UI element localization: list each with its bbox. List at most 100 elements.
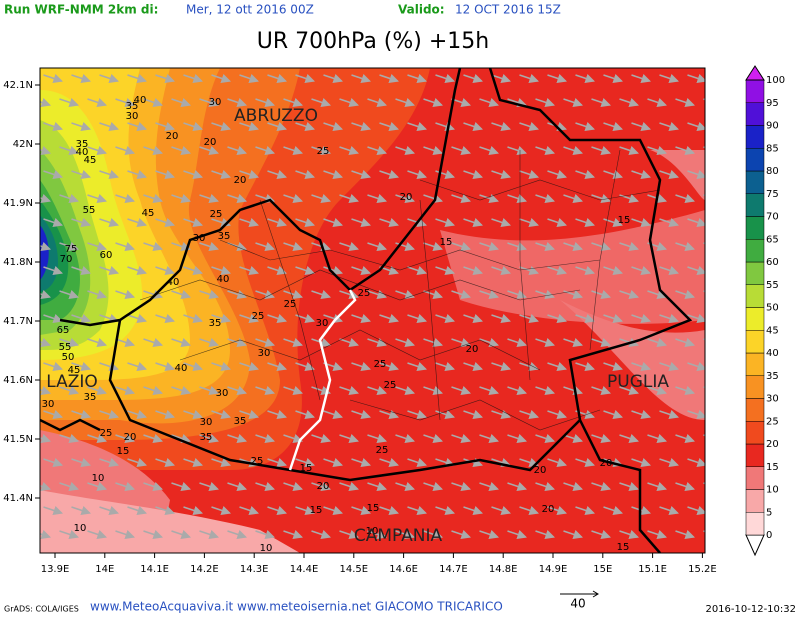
wind-arrow <box>227 337 248 348</box>
wind-arrow <box>43 313 64 324</box>
wind-arrow <box>716 459 734 465</box>
wind-arrow <box>519 409 540 420</box>
wind-arrow <box>99 217 120 228</box>
contour-label: 40 <box>167 277 180 288</box>
y-tick-label: 41.7N <box>3 316 33 327</box>
wind-arrow <box>687 409 705 420</box>
contour-label: 35 <box>209 318 222 329</box>
wind-arrow <box>451 337 472 348</box>
colorbar-label: 100 <box>766 75 785 86</box>
wind-arrow <box>379 121 400 132</box>
wind-arrow <box>339 481 360 492</box>
contour-label: 40 <box>175 363 188 374</box>
wind-arrow <box>59 481 80 492</box>
wind-arrow <box>687 169 705 180</box>
wind-arrow <box>675 337 696 348</box>
wind-arrow <box>507 481 528 492</box>
wind-arrow <box>351 313 372 324</box>
wind-arrow <box>603 73 624 84</box>
wind-arrow <box>703 386 705 389</box>
wind-arrow <box>575 505 596 516</box>
wind-arrow <box>351 73 372 84</box>
wind-arrow <box>507 241 528 252</box>
wind-arrow <box>311 241 332 252</box>
wind-arrow <box>491 505 512 516</box>
wind-arrow <box>659 409 680 420</box>
wind-arrow <box>479 289 500 300</box>
wind-arrow <box>71 265 92 276</box>
wind-arrow <box>395 145 416 156</box>
wind-arrow <box>255 529 276 540</box>
wind-arrow <box>632 555 650 561</box>
wind-arrow <box>183 217 204 228</box>
wind-arrow <box>507 337 528 348</box>
wind-arrow <box>519 73 540 84</box>
wind-arrow <box>155 361 176 372</box>
wind-arrow <box>619 529 640 540</box>
wind-arrow <box>563 529 584 540</box>
wind-arrow <box>631 217 652 228</box>
field-band <box>40 225 49 280</box>
colorbar-cell <box>745 261 765 285</box>
contour-label: 20 <box>124 432 137 443</box>
wind-arrow <box>575 217 596 228</box>
wind-arrow <box>379 361 400 372</box>
wind-arrow <box>603 217 624 228</box>
wind-arrow <box>199 289 220 300</box>
contour-label: 15 <box>300 463 313 474</box>
wind-arrow <box>143 241 164 252</box>
wind-arrow <box>675 289 696 300</box>
contour-label: 15 <box>367 503 380 514</box>
wind-arrow <box>323 265 344 276</box>
wind-arrow <box>323 313 344 324</box>
wind-arrow <box>267 169 288 180</box>
wind-arrow <box>647 97 668 108</box>
wind-arrow <box>99 73 120 84</box>
wind-arrow <box>143 145 164 156</box>
wind-arrow <box>463 265 484 276</box>
colorbar-label: 50 <box>766 303 779 314</box>
contour-label: 75 <box>65 244 78 255</box>
wind-arrow <box>423 193 444 204</box>
wind-arrow <box>183 73 204 84</box>
wind-arrow <box>171 145 192 156</box>
wind-arrow <box>407 409 428 420</box>
wind-arrow <box>547 217 568 228</box>
wind-arrow <box>407 121 428 132</box>
wind-arrow <box>71 361 92 372</box>
wind-arrow <box>703 194 705 197</box>
wind-arrow <box>659 121 680 132</box>
wind-arrow <box>395 241 416 252</box>
wind-arrow <box>127 121 148 132</box>
wind-arrow <box>451 289 472 300</box>
wind-arrow <box>703 98 705 101</box>
wind-arrow <box>547 313 568 324</box>
wind-arrow <box>451 97 472 108</box>
wind-arrow <box>99 265 120 276</box>
wind-arrow <box>703 146 705 149</box>
wind-arrow <box>199 337 220 348</box>
wind-arrow <box>183 265 204 276</box>
title: UR 700hPa (%) +15h <box>257 29 490 54</box>
wind-arrow <box>520 555 538 561</box>
wind-arrow <box>339 241 360 252</box>
colorbar-label: 15 <box>766 462 779 473</box>
contour-label: 25 <box>317 146 330 157</box>
wind-arrow <box>535 529 556 540</box>
colorbar-label: 75 <box>766 189 779 200</box>
wind-arrow <box>115 145 136 156</box>
wind-arrow <box>227 145 248 156</box>
wind-arrow <box>87 385 108 396</box>
wind-arrow <box>563 337 584 348</box>
wind-arrow <box>283 145 304 156</box>
contour-label: 45 <box>68 365 81 376</box>
wind-arrow <box>395 481 416 492</box>
wind-arrow <box>71 505 92 516</box>
wind-arrow <box>591 289 612 300</box>
contour-label: 40 <box>134 95 147 106</box>
wind-arrow <box>59 145 80 156</box>
wind-arrow <box>463 217 484 228</box>
wind-arrow <box>171 337 192 348</box>
wind-arrow <box>239 169 260 180</box>
